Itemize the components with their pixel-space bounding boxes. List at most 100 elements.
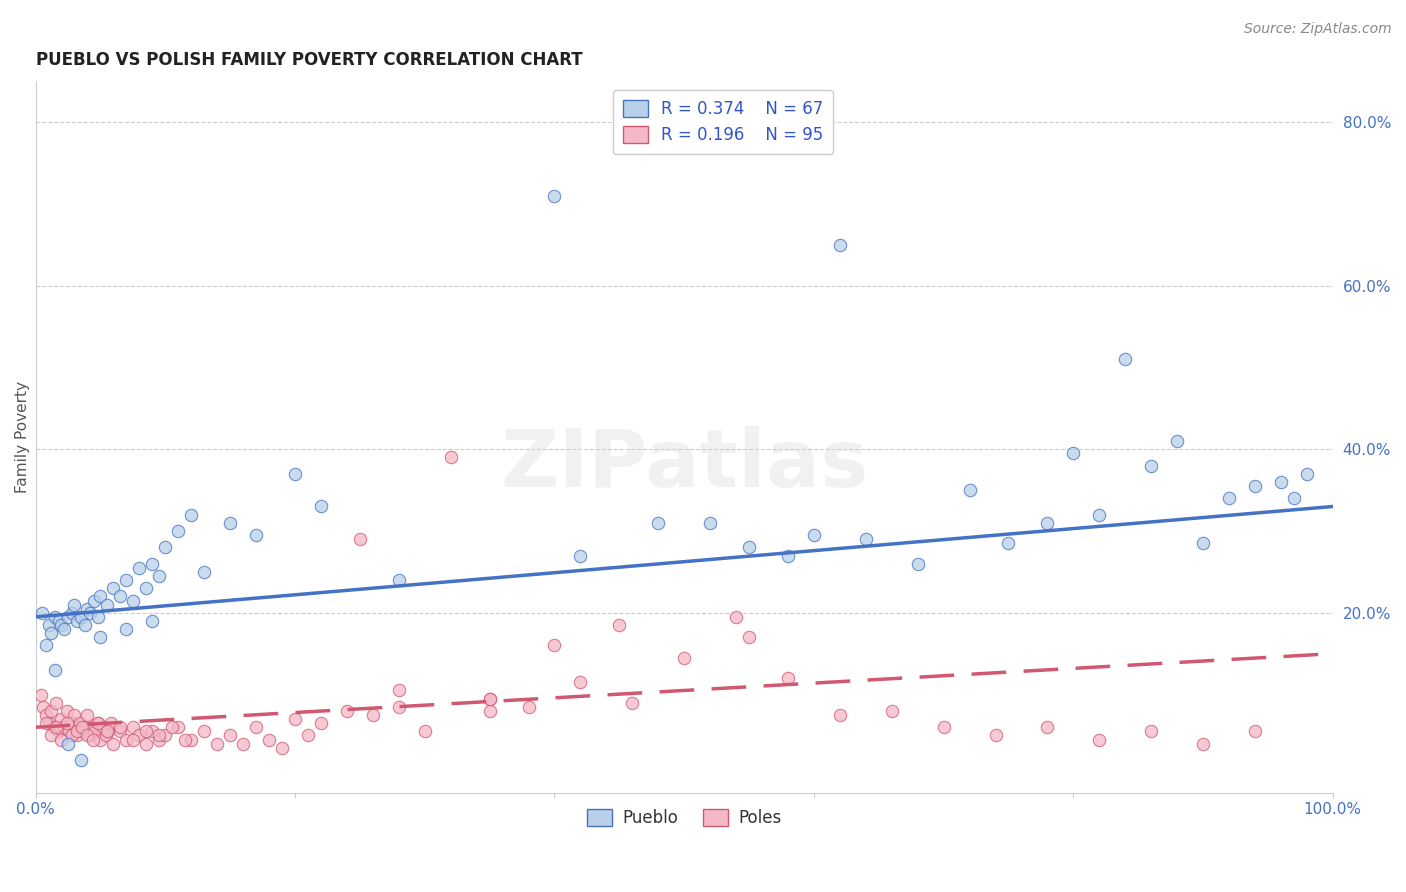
Point (38, 618, 60, 632)
Point (115, 573, 138, 587)
Point (66, 724, 89, 739)
Point (72, 724, 94, 739)
Point (72, 720, 94, 734)
Point (245, 528, 267, 542)
Point (60, 716, 83, 731)
Point (51, 732, 73, 747)
Point (148, 732, 170, 747)
Point (103, 581, 125, 595)
Y-axis label: Family Poverty: Family Poverty (15, 381, 30, 493)
Point (66, 728, 89, 742)
Point (87, 610, 110, 624)
Point (167, 524, 190, 538)
Point (69, 716, 91, 731)
Point (73, 618, 96, 632)
Point (828, 708, 851, 723)
Point (180, 732, 202, 747)
Point (39, 704, 62, 718)
Point (725, 610, 748, 624)
Point (100, 716, 122, 731)
Text: PUEBLO VS POLISH FAMILY POVERTY CORRELATION CHART: PUEBLO VS POLISH FAMILY POVERTY CORRELAT… (35, 51, 582, 69)
Point (121, 593, 143, 607)
Point (855, 532, 877, 546)
Point (45, 720, 67, 734)
Point (58, 724, 80, 739)
Point (1218, 491, 1240, 506)
Point (44, 610, 66, 624)
Point (1295, 467, 1317, 481)
Point (349, 532, 371, 546)
Point (219, 516, 242, 530)
Point (87, 716, 110, 731)
Point (309, 716, 332, 731)
Point (388, 699, 411, 714)
Point (79, 728, 101, 742)
Point (97, 724, 120, 739)
Point (79, 606, 101, 620)
Point (517, 699, 540, 714)
Point (70, 610, 93, 624)
Point (128, 561, 150, 575)
Point (82, 720, 104, 734)
Point (413, 724, 436, 739)
Point (94, 728, 117, 742)
Legend: Pueblo, Poles: Pueblo, Poles (581, 803, 787, 834)
Point (91, 720, 114, 734)
Point (167, 720, 190, 734)
Point (647, 516, 669, 530)
Point (932, 720, 955, 734)
Point (89, 630, 111, 644)
Point (48, 724, 70, 739)
Point (135, 724, 157, 739)
Point (76, 708, 98, 723)
Point (621, 696, 644, 710)
Point (984, 728, 1007, 742)
Point (776, 671, 799, 685)
Text: ZIPatlas: ZIPatlas (501, 426, 869, 505)
Point (193, 724, 215, 739)
Point (35, 708, 58, 723)
Point (63, 598, 86, 612)
Point (257, 732, 280, 747)
Point (1192, 737, 1215, 751)
Point (440, 450, 463, 465)
Point (39, 728, 62, 742)
Point (83, 593, 105, 607)
Point (108, 720, 131, 734)
Point (284, 467, 307, 481)
Point (115, 622, 138, 636)
Point (297, 728, 319, 742)
Point (38, 716, 60, 731)
Point (776, 549, 799, 563)
Point (1166, 434, 1188, 448)
Point (48, 614, 70, 628)
Point (115, 732, 138, 747)
Point (121, 732, 143, 747)
Point (478, 704, 501, 718)
Point (336, 704, 359, 718)
Point (309, 500, 332, 514)
Text: Source: ZipAtlas.com: Source: ZipAtlas.com (1244, 22, 1392, 37)
Point (84, 724, 107, 739)
Point (73, 720, 96, 734)
Point (155, 728, 177, 742)
Point (959, 483, 981, 497)
Point (1244, 724, 1267, 739)
Point (108, 590, 131, 604)
Point (160, 720, 183, 734)
Point (51, 618, 73, 632)
Point (66, 614, 89, 628)
Point (607, 618, 630, 632)
Point (42, 720, 65, 734)
Point (155, 541, 177, 555)
Point (35, 716, 58, 731)
Point (82, 732, 104, 747)
Point (60, 728, 83, 742)
Point (135, 581, 157, 595)
Point (1140, 458, 1163, 473)
Point (1114, 352, 1136, 367)
Point (141, 557, 163, 571)
Point (32, 699, 55, 714)
Point (478, 691, 501, 706)
Point (569, 549, 592, 563)
